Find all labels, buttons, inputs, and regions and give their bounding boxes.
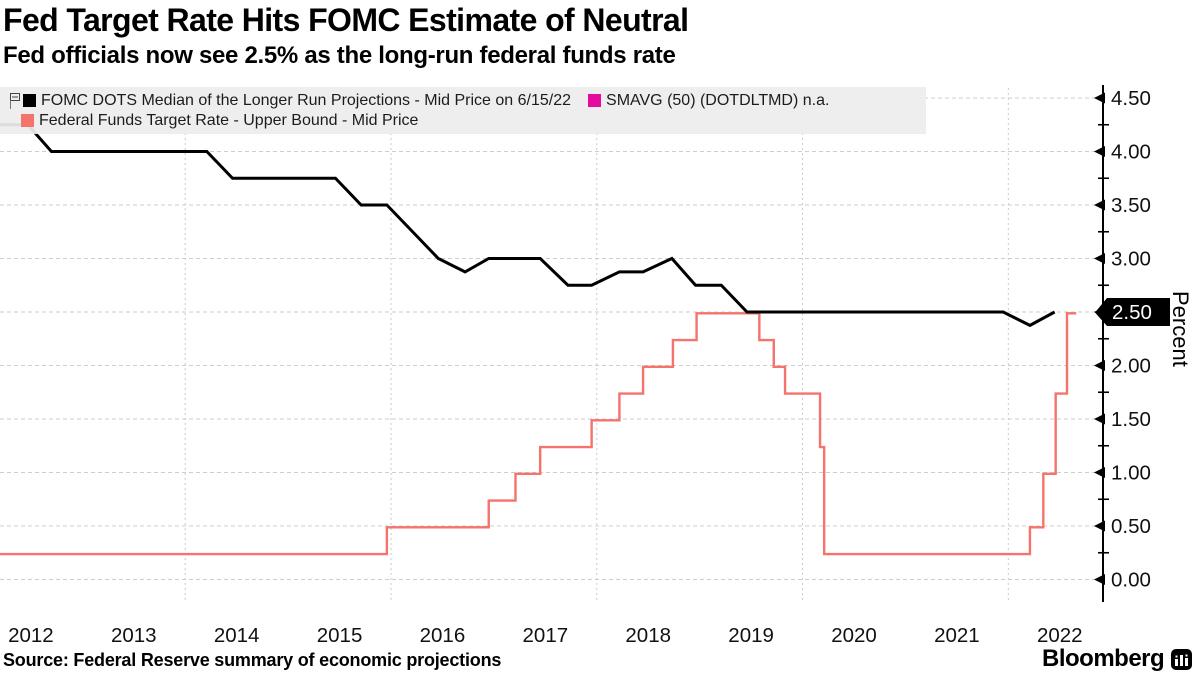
y-tick-label: 4.00: [1111, 141, 1151, 164]
legend-swatch-fed-funds[interactable]: [21, 114, 34, 127]
legend-tree-icon[interactable]: [6, 92, 21, 110]
legend-swatch-fomc-dots[interactable]: [23, 94, 36, 107]
x-year-label: 2016: [420, 624, 466, 647]
y-tick-label: 1.00: [1111, 462, 1151, 485]
y-tick-arrow: [1094, 413, 1105, 425]
y-tick-label: 3.00: [1111, 248, 1151, 271]
legend-row-1: FOMC DOTS Median of the Longer Run Proje…: [6, 90, 829, 111]
legend: FOMC DOTS Median of the Longer Run Proje…: [0, 87, 926, 134]
y-tick-arrow: [1094, 467, 1105, 478]
x-year-label: 2021: [934, 624, 980, 647]
y-tick-arrow: [1094, 520, 1105, 532]
y-tick-arrow: [1094, 92, 1105, 104]
x-year-label: 2013: [111, 624, 157, 647]
x-year-label: 2014: [214, 624, 260, 647]
legend-swatch-smavg[interactable]: [588, 94, 602, 107]
x-year-label: 2017: [523, 624, 569, 647]
legend-row-2: Federal Funds Target Rate - Upper Bound …: [21, 110, 418, 131]
y-tick-arrow: [1094, 574, 1105, 585]
y-tick-arrow: [1094, 253, 1105, 264]
chart-title: Fed Target Rate Hits FOMC Estimate of Ne…: [3, 2, 689, 38]
x-year-label: 2012: [8, 624, 54, 647]
y-tick-label: 0.00: [1111, 569, 1151, 592]
bloomberg-wordmark: Bloomberg: [1042, 645, 1165, 672]
fomc-dots-line: [0, 123, 1056, 328]
fed-funds-line: [0, 312, 1077, 556]
legend-label-smavg[interactable]: SMAVG (50) (DOTDLTMD) n.a.: [606, 91, 830, 109]
y-tick-arrow: [1094, 199, 1105, 211]
y-axis-title: Percent: [1168, 291, 1193, 367]
y-tick-label: 3.50: [1111, 194, 1151, 217]
y-tick-arrow: [1094, 146, 1105, 157]
y-tick-label: 1.50: [1111, 408, 1151, 431]
source-line: Source: Federal Reserve summary of econo…: [3, 650, 502, 670]
legend-label-fed-funds[interactable]: Federal Funds Target Rate - Upper Bound …: [39, 111, 419, 129]
last-price-label: 2.50: [1112, 301, 1152, 324]
x-year-label: 2019: [728, 624, 774, 647]
y-tick-label: 0.50: [1111, 515, 1151, 538]
last-price-tag: [1095, 298, 1170, 326]
y-tick-label: 4.50: [1111, 87, 1151, 110]
bloomberg-logo: Bloomberg: [1042, 645, 1193, 673]
x-year-label: 2020: [831, 624, 877, 647]
x-year-label: 2018: [625, 624, 671, 647]
bloomberg-terminal-icon: [1171, 648, 1193, 670]
chart-subtitle: Fed officials now see 2.5% as the long-r…: [3, 42, 676, 69]
legend-label-fomc-dots[interactable]: FOMC DOTS Median of the Longer Run Proje…: [41, 91, 572, 109]
y-tick-arrow: [1094, 360, 1105, 371]
y-tick-label: 2.00: [1111, 355, 1151, 378]
x-year-label: 2015: [317, 624, 363, 647]
x-year-label: 2022: [1037, 624, 1083, 647]
